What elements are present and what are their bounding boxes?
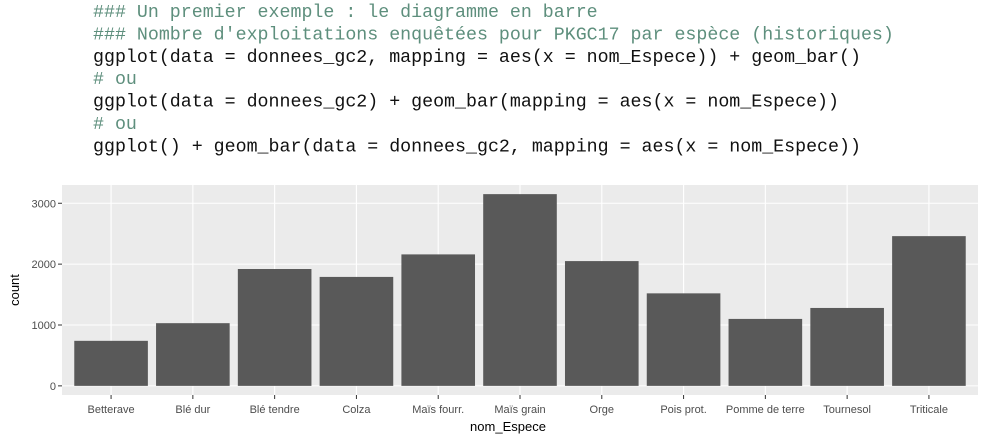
x-tick-label: Triticale — [910, 404, 948, 416]
x-axis-label: nom_Espece — [470, 419, 546, 434]
bar — [74, 340, 148, 386]
x-tick-label: Blé dur — [175, 404, 210, 416]
bar — [892, 236, 966, 386]
y-tick-label: 1000 — [32, 320, 56, 332]
y-tick-label: 3000 — [32, 198, 56, 210]
code-line: ggplot(data = donnees_gc2) + geom_bar(ma… — [93, 93, 839, 113]
x-tick-label: Blé tendre — [250, 404, 300, 416]
y-tick-label: 2000 — [32, 259, 56, 271]
code-line: ggplot() + geom_bar(data = donnees_gc2, … — [93, 137, 861, 157]
x-tick-label: Betterave — [88, 404, 135, 416]
bar — [646, 293, 721, 386]
code-comment: ### Nombre d'exploitations enquêtées pou… — [93, 25, 894, 45]
bar — [319, 276, 394, 386]
bar — [237, 269, 312, 386]
bar — [483, 194, 557, 386]
x-tick-label: Orge — [590, 404, 614, 416]
bar — [810, 307, 884, 386]
y-axis-label: count — [7, 274, 22, 306]
bar — [564, 261, 639, 386]
code-line: ggplot(data = donnees_gc2, mapping = aes… — [93, 48, 861, 68]
code-comment: ### Un premier exemple : le diagramme en… — [93, 3, 598, 23]
bar — [728, 318, 803, 386]
x-tick-label: Maïs fourr. — [412, 404, 464, 416]
bar — [401, 254, 476, 386]
x-tick-label: Pomme de terre — [726, 404, 805, 416]
code-comment: # ou — [93, 70, 137, 90]
code-comment: # ou — [93, 115, 137, 135]
bar — [156, 323, 230, 386]
x-tick-label: Colza — [342, 404, 371, 416]
x-tick-label: Tournesol — [823, 404, 871, 416]
y-tick-label: 0 — [50, 381, 56, 393]
x-tick-label: Pois prot. — [660, 404, 706, 416]
x-tick-label: Maïs grain — [494, 404, 545, 416]
